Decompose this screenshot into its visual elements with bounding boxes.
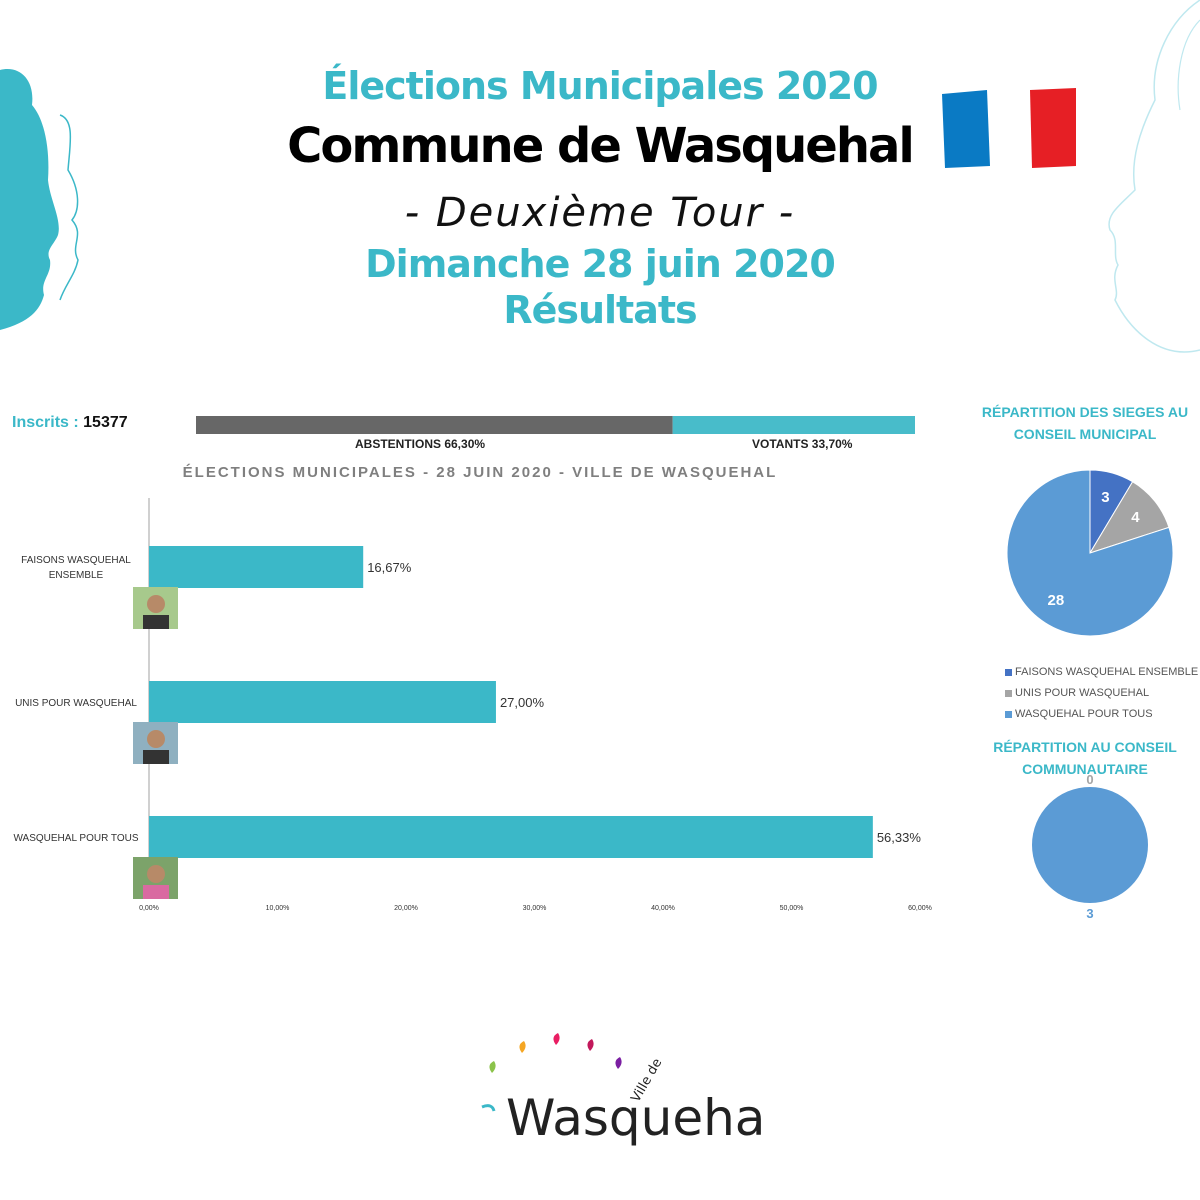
- results-bar-chart: 16,67% FAISONS WASQUEHAL ENSEMBLE 27,00% UNI…: [13, 498, 932, 912]
- legend-swatch: [1005, 668, 1012, 676]
- category-label: WASQUEHAL POUR TOUS: [13, 833, 138, 844]
- x-tick-label: 60,00%: [908, 905, 932, 912]
- candidate-photo: [133, 587, 178, 629]
- x-tick-label: 10,00%: [266, 905, 290, 912]
- turnout-bar: [196, 416, 915, 434]
- legend-swatch: [1005, 710, 1012, 718]
- title-line-results: Résultats: [503, 288, 697, 332]
- legend-item: FAISONS WASQUEHAL ENSEMBLE: [1005, 662, 1198, 683]
- x-tick-label: 50,00%: [780, 905, 804, 912]
- legend-label: WASQUEHAL POUR TOUS: [1015, 708, 1153, 720]
- legend-item: WASQUEHAL POUR TOUS: [1005, 704, 1198, 725]
- category-label: UNIS POUR WASQUEHAL: [15, 698, 137, 709]
- inscrits-value: 15377: [83, 414, 128, 431]
- face-silhouette-left: [0, 69, 79, 330]
- face-outline-right: [1108, 0, 1200, 353]
- inscrits-label: Inscrits :: [12, 414, 79, 431]
- x-tick-label: 0,00%: [139, 905, 159, 912]
- votants-label: VOTANTS 33,70%: [752, 437, 853, 451]
- ville-de-wasquehal-logo: Ville de Wasquehal: [481, 1033, 770, 1147]
- candidate-photo: [133, 722, 178, 764]
- pie-data-label: 28: [1048, 592, 1065, 609]
- title-line-election: Élections Municipales 2020: [322, 64, 878, 108]
- legend-item: UNIS POUR WASQUEHAL: [1005, 683, 1198, 704]
- pie-slice: [1006, 469, 1174, 637]
- turnout-abstention-segment: [196, 416, 673, 434]
- title-line-date: Dimanche 28 juin 2020: [365, 242, 836, 286]
- turnout-votants-segment: [672, 416, 915, 434]
- bar-data-label: 16,67%: [367, 560, 412, 575]
- bar-data-label: 56,33%: [877, 830, 922, 845]
- bar: [149, 681, 496, 723]
- title-line-commune: Commune de Wasquehal: [287, 118, 915, 174]
- seats-pie-title: RÉPARTITION DES SIEGES AU CONSEIL MUNICI…: [981, 404, 1189, 442]
- inscrits-count: Inscrits : 15377: [12, 414, 128, 432]
- category-label: FAISONS WASQUEHAL ENSEMBLE: [21, 555, 131, 581]
- pie-slice: [1032, 787, 1148, 903]
- logo-name: Wasquehal: [506, 1089, 770, 1147]
- legend-swatch: [1005, 689, 1012, 697]
- x-tick-label: 30,00%: [523, 905, 547, 912]
- pie-data-label: 0: [1086, 772, 1093, 787]
- candidate-photo: [133, 857, 178, 899]
- bar-data-label: 27,00%: [500, 695, 545, 710]
- pie-data-label: 3: [1101, 489, 1109, 506]
- bar: [149, 816, 873, 858]
- pie-data-label: 3: [1086, 906, 1093, 920]
- legend-label: FAISONS WASQUEHAL ENSEMBLE: [1015, 666, 1199, 678]
- pie-data-label: 4: [1131, 509, 1140, 526]
- community-pie-chart: 03: [1032, 772, 1148, 920]
- logo-figures-icon: [481, 1033, 622, 1112]
- bar: [149, 546, 364, 588]
- title-line-round: - Deuxième Tour -: [404, 190, 796, 236]
- chart-title: ÉLECTIONS MUNICIPALES - 28 JUIN 2020 - V…: [182, 464, 778, 481]
- french-flag-icon: [942, 88, 1076, 168]
- abstention-label: ABSTENTIONS 66,30%: [355, 437, 486, 451]
- seats-pie-chart: 3 4 28: [1006, 469, 1174, 637]
- community-pie-title: RÉPARTITION AU CONSEIL COMMUNAUTAIRE: [993, 739, 1177, 777]
- legend-label: UNIS POUR WASQUEHAL: [1015, 687, 1150, 699]
- x-tick-label: 20,00%: [394, 905, 418, 912]
- seats-legend: FAISONS WASQUEHAL ENSEMBLE UNIS POUR WAS…: [1005, 662, 1198, 725]
- x-tick-label: 40,00%: [651, 905, 675, 912]
